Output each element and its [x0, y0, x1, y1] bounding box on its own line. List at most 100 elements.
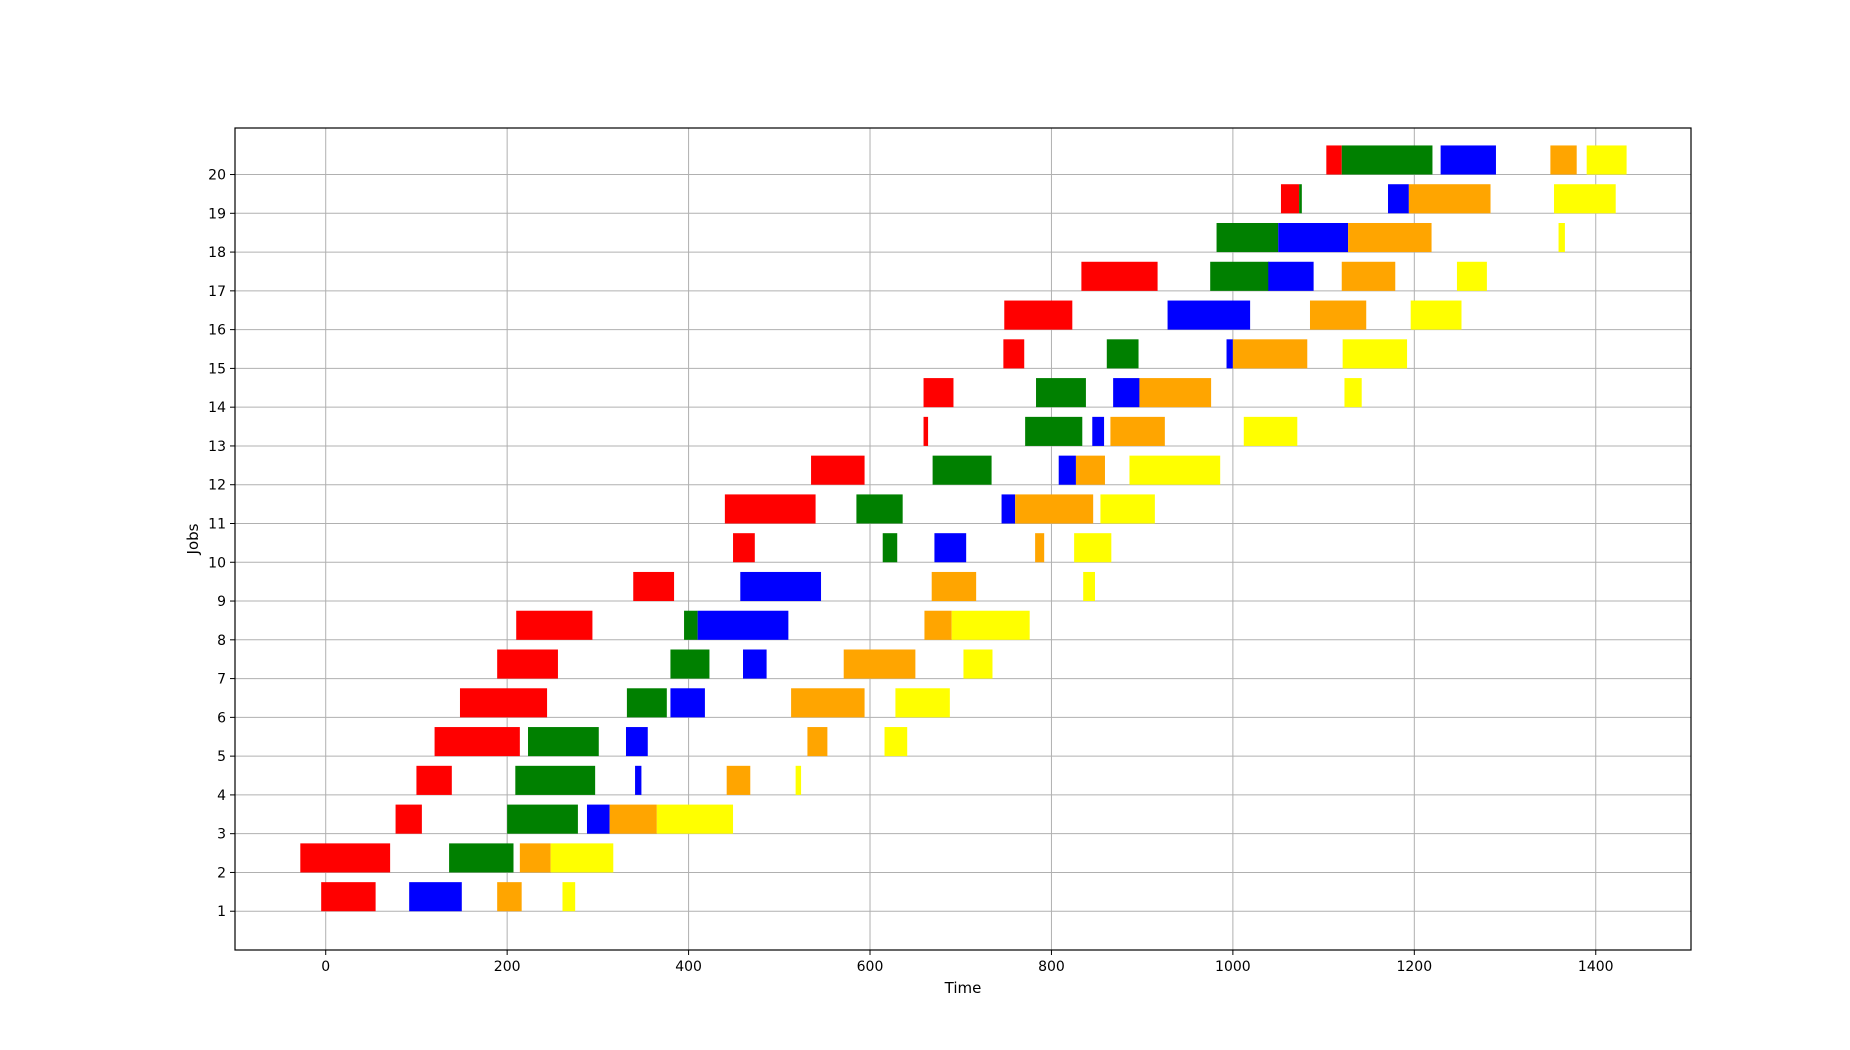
- task-bar-green-job-13: [1025, 416, 1083, 446]
- y-tick-label: 6: [217, 710, 226, 726]
- x-tick-label: 1200: [1396, 959, 1432, 975]
- task-bar-green-job-2: [449, 843, 514, 873]
- x-tick-label: 800: [1038, 959, 1065, 975]
- task-bar-orange-job-9: [931, 571, 977, 602]
- task-bar-yellow-job-10: [1074, 533, 1112, 563]
- task-bar-blue-job-7: [743, 649, 767, 679]
- task-bar-blue-job-17: [1268, 261, 1314, 291]
- task-bar-green-job-10: [882, 533, 898, 563]
- y-tick-label: 5: [217, 749, 226, 765]
- task-bar-red-job-10: [733, 533, 755, 563]
- task-bar-orange-job-7: [843, 649, 916, 679]
- task-bar-yellow-job-8: [951, 610, 1030, 640]
- task-bar-red-job-7: [497, 649, 558, 679]
- task-bar-red-job-12: [811, 455, 865, 485]
- x-tick-label: 0: [321, 959, 330, 975]
- task-bar-orange-job-1: [497, 882, 522, 912]
- task-bar-red-job-2: [300, 843, 391, 873]
- task-bar-green-job-11: [856, 494, 903, 524]
- task-bar-orange-job-16: [1309, 300, 1367, 330]
- task-bar-yellow-job-20: [1586, 145, 1627, 175]
- task-bar-orange-job-8: [924, 610, 952, 640]
- task-bar-yellow-job-4: [795, 765, 802, 795]
- task-bar-blue-job-6: [670, 688, 705, 718]
- y-tick-label: 14: [208, 400, 226, 416]
- task-bar-red-job-14: [923, 378, 954, 408]
- task-bar-red-job-17: [1081, 261, 1158, 291]
- task-bar-green-job-15: [1106, 339, 1139, 369]
- task-bar-blue-job-1: [409, 882, 462, 912]
- task-bar-green-job-7: [670, 649, 710, 679]
- x-tick-label: 1000: [1215, 959, 1251, 975]
- y-tick-label: 7: [217, 672, 226, 688]
- task-bar-yellow-job-1: [562, 882, 576, 912]
- x-tick-label: 200: [494, 959, 521, 975]
- task-bar-orange-job-4: [726, 765, 751, 795]
- task-bar-yellow-job-3: [656, 804, 734, 834]
- task-bar-blue-job-20: [1440, 145, 1496, 175]
- task-bar-green-job-3: [507, 804, 578, 834]
- task-bar-blue-job-14: [1113, 378, 1140, 408]
- task-bar-blue-job-11: [1001, 494, 1016, 524]
- task-bar-orange-job-3: [609, 804, 657, 834]
- task-bar-yellow-job-19: [1554, 184, 1616, 214]
- task-bar-orange-job-2: [519, 843, 551, 873]
- task-bar-red-job-4: [416, 765, 452, 795]
- task-bar-yellow-job-18: [1558, 222, 1565, 253]
- task-bar-green-job-17: [1210, 261, 1270, 291]
- task-bar-blue-job-13: [1092, 416, 1105, 446]
- task-bar-blue-job-9: [740, 571, 822, 602]
- x-tick-label: 600: [857, 959, 884, 975]
- task-bar-blue-job-3: [586, 804, 610, 834]
- task-bar-blue-job-19: [1388, 184, 1409, 214]
- task-bar-green-job-5: [528, 727, 599, 757]
- y-tick-label: 17: [208, 284, 226, 300]
- task-bar-orange-job-6: [791, 688, 865, 718]
- task-bar-red-job-15: [1003, 339, 1025, 369]
- task-bar-yellow-job-12: [1129, 455, 1221, 485]
- y-tick-label: 9: [217, 594, 226, 610]
- task-bar-orange-job-19: [1408, 184, 1491, 214]
- task-bar-red-job-8: [516, 610, 593, 640]
- y-tick-label: 19: [208, 206, 226, 222]
- task-bar-orange-job-5: [807, 727, 828, 757]
- task-bar-yellow-job-6: [895, 688, 950, 718]
- task-bar-yellow-job-17: [1456, 261, 1487, 291]
- task-bar-blue-job-15: [1226, 339, 1233, 369]
- task-bar-orange-job-20: [1550, 145, 1577, 175]
- task-bar-green-job-19: [1299, 184, 1302, 214]
- task-bar-green-job-14: [1036, 378, 1086, 408]
- y-axis-label: Jobs: [184, 523, 202, 555]
- y-tick-label: 12: [208, 478, 226, 494]
- task-bar-yellow-job-2: [550, 843, 614, 873]
- task-bar-yellow-job-11: [1100, 494, 1155, 524]
- x-tick-label: 1400: [1578, 959, 1614, 975]
- task-bar-green-job-20: [1341, 145, 1433, 175]
- task-bar-red-job-6: [459, 688, 548, 718]
- task-bar-yellow-job-7: [963, 649, 993, 679]
- task-bar-blue-job-12: [1058, 455, 1076, 485]
- task-bar-yellow-job-14: [1344, 378, 1362, 408]
- task-bars: [300, 145, 1627, 912]
- axis-ticks: 0 200 400 600 800 1000 1200 1400123456789101112…: [208, 168, 1613, 975]
- task-bar-green-job-8: [684, 610, 698, 640]
- task-bar-yellow-job-5: [884, 727, 908, 757]
- y-tick-label: 18: [208, 245, 226, 261]
- task-bar-green-job-6: [626, 688, 667, 718]
- y-tick-label: 10: [208, 555, 226, 571]
- y-tick-label: 15: [208, 361, 226, 377]
- task-bar-orange-job-14: [1139, 378, 1212, 408]
- y-tick-label: 1: [217, 904, 226, 920]
- y-tick-label: 4: [217, 788, 226, 804]
- task-bar-orange-job-10: [1035, 533, 1045, 563]
- task-bar-orange-job-13: [1110, 416, 1165, 446]
- y-tick-label: 16: [208, 323, 226, 339]
- task-bar-yellow-job-16: [1410, 300, 1462, 330]
- task-bar-blue-job-4: [635, 765, 642, 795]
- plot-frame: [234, 127, 1692, 951]
- task-bar-green-job-4: [515, 765, 596, 795]
- y-tick-label: 3: [217, 827, 226, 843]
- y-tick-label: 20: [208, 168, 226, 184]
- task-bar-orange-job-18: [1348, 222, 1432, 253]
